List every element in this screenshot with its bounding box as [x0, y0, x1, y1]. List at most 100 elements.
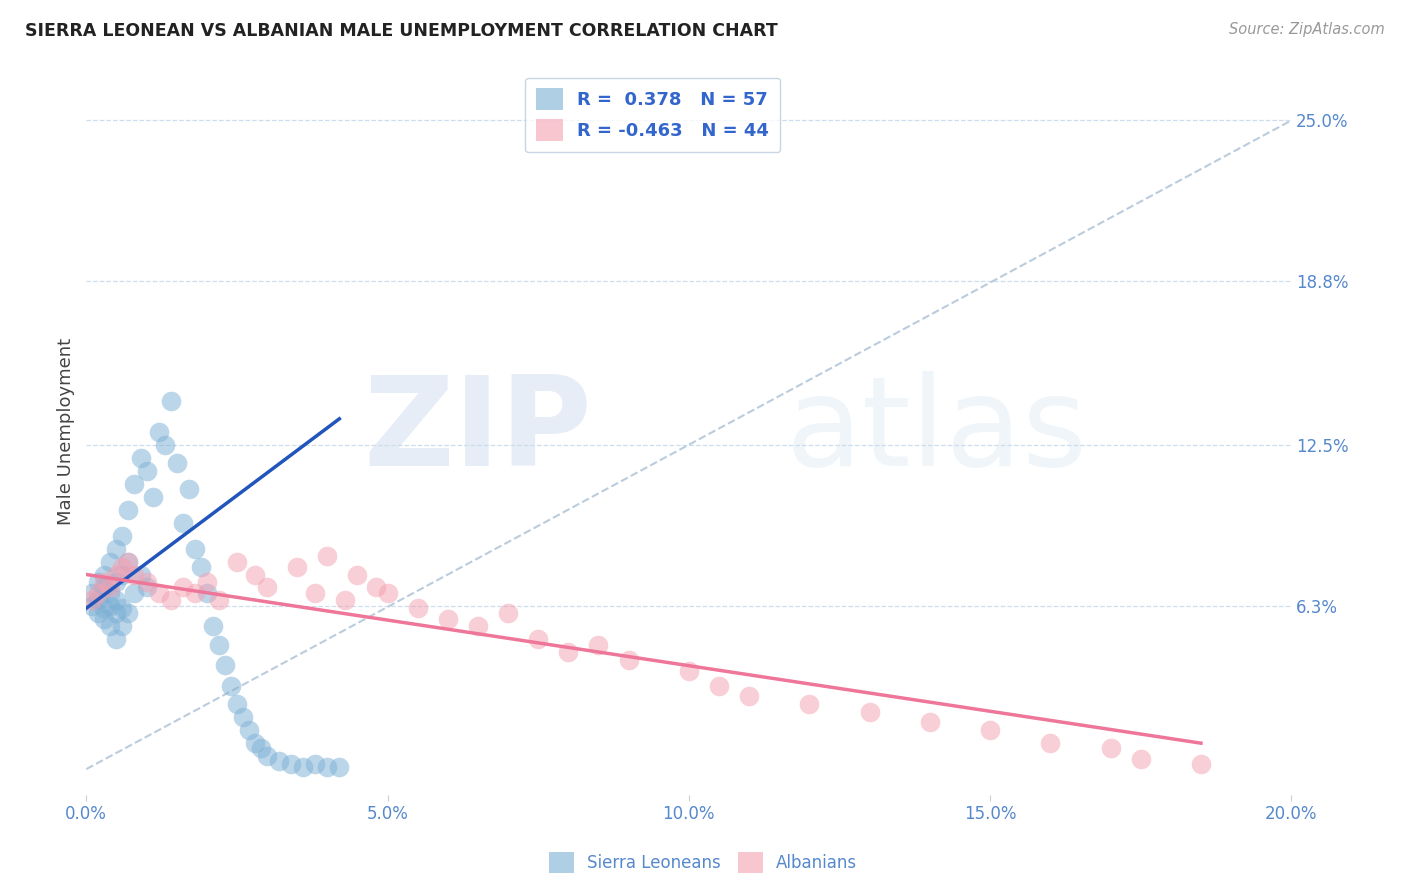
Point — [111, 619, 134, 633]
Point — [527, 632, 550, 647]
Point — [82, 593, 104, 607]
Point — [135, 575, 157, 590]
Point — [208, 593, 231, 607]
Point — [269, 755, 291, 769]
Point — [201, 619, 224, 633]
Point — [148, 585, 170, 599]
Point — [129, 450, 152, 465]
Point — [100, 581, 122, 595]
Point — [100, 619, 122, 633]
Point — [142, 490, 165, 504]
Point — [195, 575, 218, 590]
Legend: Sierra Leoneans, Albanians: Sierra Leoneans, Albanians — [543, 846, 863, 880]
Point — [250, 741, 273, 756]
Point — [364, 581, 387, 595]
Point — [406, 601, 429, 615]
Point — [159, 393, 181, 408]
Point — [1039, 736, 1062, 750]
Point — [243, 736, 266, 750]
Point — [124, 476, 146, 491]
Point — [93, 581, 115, 595]
Point — [117, 555, 139, 569]
Point — [100, 599, 122, 613]
Point — [124, 567, 146, 582]
Point — [292, 759, 315, 773]
Point — [105, 593, 128, 607]
Point — [148, 425, 170, 439]
Point — [177, 482, 200, 496]
Text: SIERRA LEONEAN VS ALBANIAN MALE UNEMPLOYMENT CORRELATION CHART: SIERRA LEONEAN VS ALBANIAN MALE UNEMPLOY… — [25, 22, 778, 40]
Point — [105, 607, 128, 621]
Point — [799, 698, 821, 712]
Point — [159, 593, 181, 607]
Point — [172, 516, 194, 530]
Point — [111, 567, 134, 582]
Point — [1099, 741, 1122, 756]
Point — [256, 749, 278, 764]
Point — [256, 581, 278, 595]
Point — [617, 653, 640, 667]
Point — [1129, 752, 1152, 766]
Text: ZIP: ZIP — [364, 371, 592, 492]
Point — [87, 593, 110, 607]
Point — [105, 575, 128, 590]
Point — [738, 690, 761, 704]
Point — [678, 664, 700, 678]
Point — [93, 601, 115, 615]
Point — [172, 581, 194, 595]
Point — [328, 759, 350, 773]
Point — [111, 528, 134, 542]
Point — [105, 567, 128, 582]
Point — [166, 456, 188, 470]
Point — [243, 567, 266, 582]
Point — [195, 585, 218, 599]
Point — [105, 541, 128, 556]
Point — [316, 549, 339, 564]
Point — [346, 567, 368, 582]
Point — [124, 585, 146, 599]
Point — [87, 575, 110, 590]
Point — [238, 723, 260, 738]
Point — [135, 581, 157, 595]
Point — [226, 555, 249, 569]
Point — [105, 632, 128, 647]
Y-axis label: Male Unemployment: Male Unemployment — [58, 338, 75, 525]
Point — [208, 638, 231, 652]
Point — [467, 619, 489, 633]
Point — [190, 559, 212, 574]
Point — [918, 715, 941, 730]
Point — [304, 585, 326, 599]
Point — [82, 599, 104, 613]
Legend: R =  0.378   N = 57, R = -0.463   N = 44: R = 0.378 N = 57, R = -0.463 N = 44 — [524, 78, 780, 153]
Point — [979, 723, 1001, 738]
Point — [93, 612, 115, 626]
Point — [226, 698, 249, 712]
Point — [1189, 756, 1212, 771]
Point — [111, 601, 134, 615]
Point — [87, 607, 110, 621]
Point — [316, 759, 339, 773]
Point — [184, 541, 207, 556]
Text: atlas: atlas — [785, 371, 1087, 492]
Point — [214, 658, 236, 673]
Point — [100, 555, 122, 569]
Point — [117, 555, 139, 569]
Point — [304, 756, 326, 771]
Point — [557, 645, 579, 659]
Point — [858, 705, 880, 719]
Point — [111, 559, 134, 574]
Point — [153, 438, 176, 452]
Point — [135, 464, 157, 478]
Point — [285, 559, 308, 574]
Point — [117, 502, 139, 516]
Point — [335, 593, 357, 607]
Point — [436, 612, 458, 626]
Text: Source: ZipAtlas.com: Source: ZipAtlas.com — [1229, 22, 1385, 37]
Point — [588, 638, 610, 652]
Point — [87, 585, 110, 599]
Point — [117, 607, 139, 621]
Point — [280, 756, 302, 771]
Point — [82, 585, 104, 599]
Point — [184, 585, 207, 599]
Point — [496, 607, 519, 621]
